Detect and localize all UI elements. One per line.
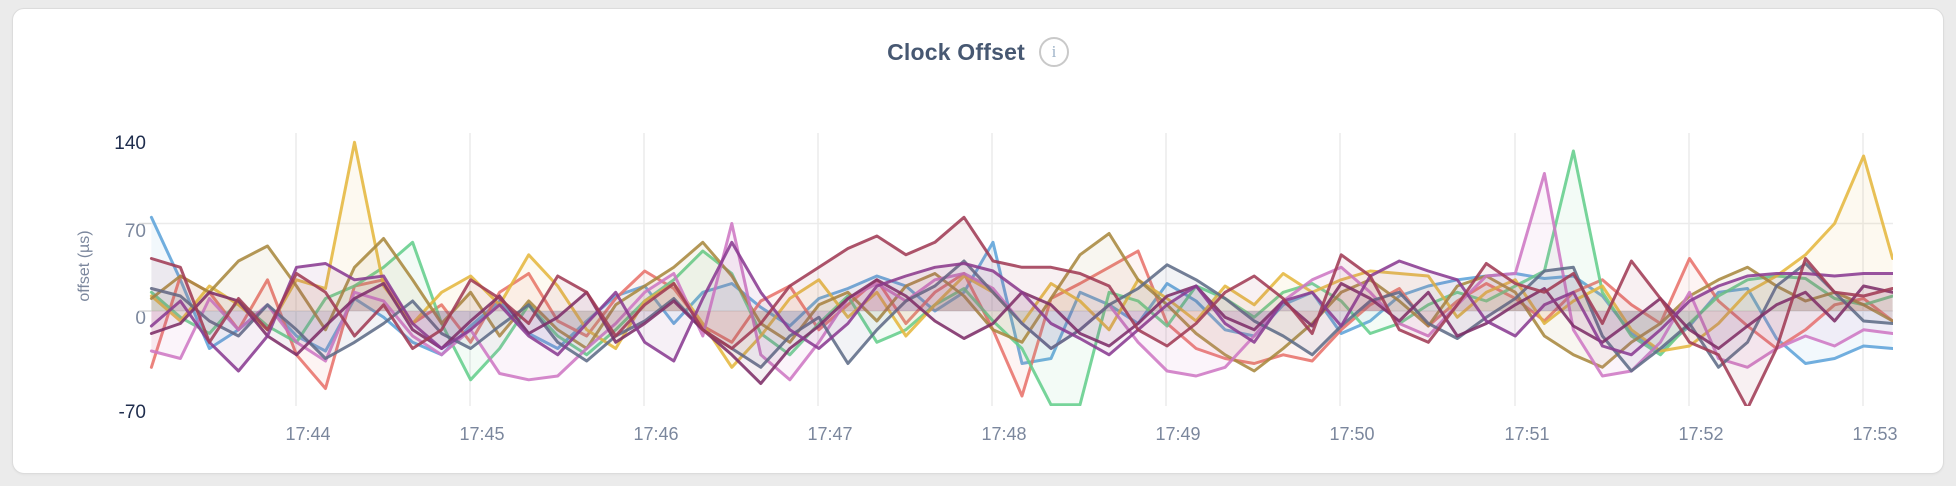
series-line-node-salmon <box>149 249 1893 398</box>
clock-offset-card: Clock Offset i offset (µs) 140 70 0 -70 … <box>12 8 1944 474</box>
y-tick-neg70: -70 <box>118 402 146 423</box>
series-area-node-slate <box>151 261 1893 371</box>
series-line-node-slate <box>149 259 1893 373</box>
series-line-node-wine <box>149 215 1893 406</box>
x-tick-1753: 17:53 <box>1852 424 1898 444</box>
series-area-node-purple <box>151 242 1893 371</box>
x-tick-1748: 17:48 <box>981 424 1027 444</box>
x-tick-1750: 17:50 <box>1329 424 1375 444</box>
chart-header: Clock Offset i <box>13 37 1943 67</box>
y-tick-70: 70 <box>124 221 146 242</box>
series-area-node-green <box>151 151 1893 405</box>
series-area-node-orchid <box>151 173 1893 380</box>
x-tick-1751: 17:51 <box>1504 424 1550 444</box>
x-tick-1746: 17:46 <box>633 424 679 444</box>
y-tick-140: 140 <box>114 133 146 154</box>
clock-offset-plot-area[interactable] <box>13 9 1943 473</box>
series-line-node-olive <box>149 232 1893 373</box>
x-tick-1747: 17:47 <box>807 424 853 444</box>
series-area-node-gold <box>151 142 1893 368</box>
x-tick-1745: 17:45 <box>459 424 505 444</box>
series-area-node-olive <box>151 233 1893 371</box>
series-line-node-purple <box>149 240 1893 373</box>
x-tick-1744: 17:44 <box>285 424 331 444</box>
series-area-node-plum <box>151 279 1893 384</box>
chart-title: Clock Offset <box>887 38 1025 65</box>
info-icon[interactable]: i <box>1038 37 1069 67</box>
x-tick-1752: 17:52 <box>1678 424 1724 444</box>
y-tick-0: 0 <box>135 308 146 329</box>
x-tick-1749: 17:49 <box>1155 424 1201 444</box>
